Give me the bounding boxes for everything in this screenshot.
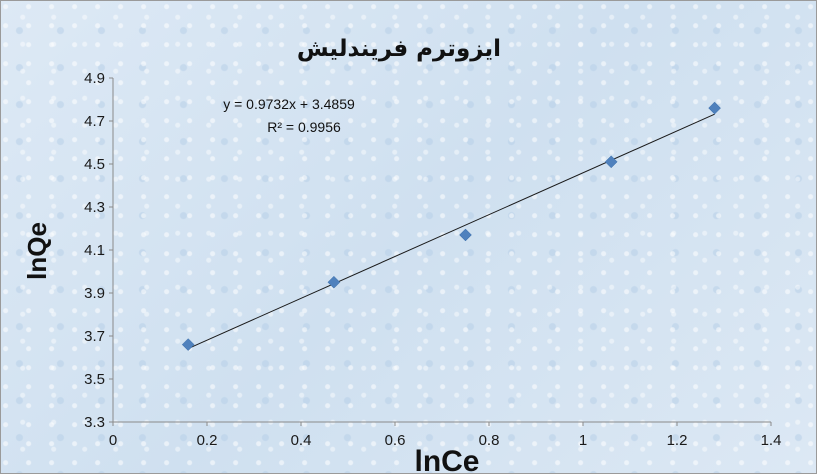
data-point-2 (327, 275, 341, 289)
trendline-equation: y = 0.9732x + 3.4859 (223, 96, 355, 112)
y-tick-label: 3.5 (84, 371, 105, 388)
data-point-1 (181, 338, 195, 351)
x-axis-label: lnCe (414, 445, 479, 475)
x-tick-label: 1 (579, 432, 587, 449)
y-tick-label: 4.1 (84, 242, 105, 259)
y-tick-label: 4.3 (84, 199, 105, 216)
y-tick-label: 4.9 (84, 70, 105, 87)
data-point-5 (708, 101, 721, 115)
x-tick-label: 1.2 (667, 432, 688, 449)
axes (112, 78, 771, 423)
y-tick-label: 4.5 (84, 156, 105, 173)
data-point-3 (459, 228, 472, 242)
x-tick-label: 0.4 (291, 432, 312, 449)
y-tick-label: 3.9 (84, 285, 105, 302)
x-tick-label: 1.4 (761, 432, 782, 449)
x-tick-label: 0.2 (197, 432, 218, 449)
y-tick-labels: 3.3 3.5 3.7 3.9 4.1 4.3 4.5 4.7 4.9 (84, 70, 113, 431)
x-tick-label: 0.6 (385, 432, 406, 449)
y-tick-label: 3.7 (84, 328, 105, 345)
y-tick-label: 4.7 (84, 113, 105, 130)
trendline (187, 113, 715, 350)
r-squared-label: R² = 0.9956 (267, 119, 341, 135)
y-axis-label: lnQe (22, 222, 52, 280)
x-tick-label: 0.8 (479, 432, 500, 449)
y-tick-label: 3.3 (84, 414, 105, 431)
data-points (181, 101, 721, 351)
x-tick-label: 0 (109, 432, 117, 449)
x-tick-labels: 0 0.2 0.4 0.6 0.8 1 1.2 1.4 (109, 422, 782, 449)
chart-title: ایزوترم فریندلیش (297, 36, 501, 62)
data-point-4 (604, 155, 618, 169)
